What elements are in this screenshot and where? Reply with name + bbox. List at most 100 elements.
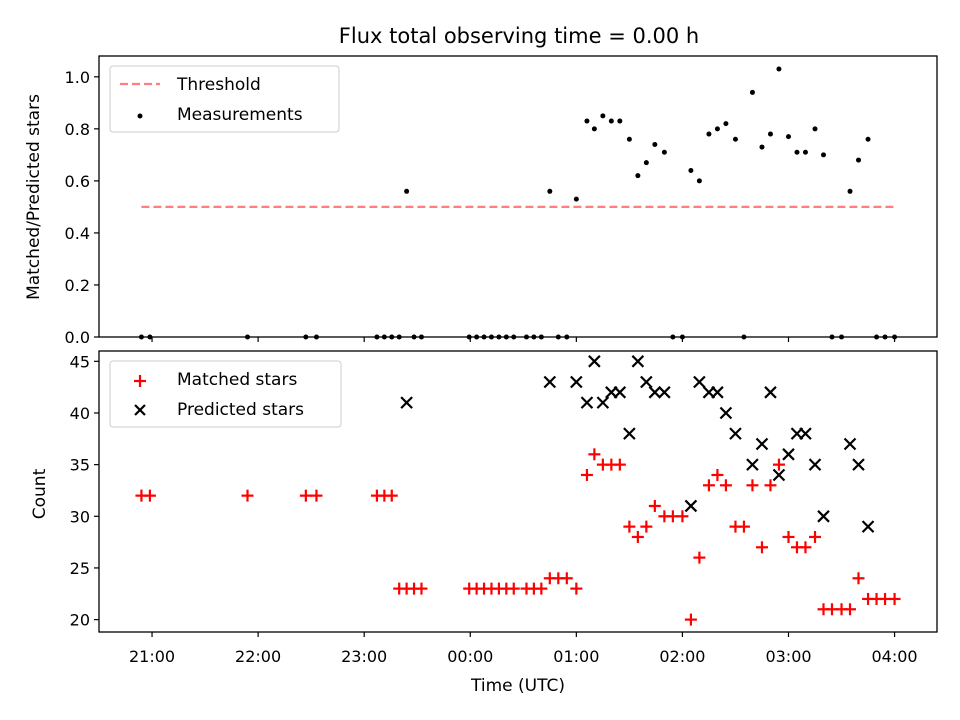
measurements-point [547, 188, 553, 194]
predicted-stars-point [843, 437, 857, 451]
legend-threshold-label: Threshold [176, 75, 261, 95]
matched-stars-point [782, 530, 795, 543]
x-tick-label: 02:00 [659, 647, 705, 666]
top-panel: 0.0 0.2 0.4 0.6 0.8 1.0 Matched/Predicted sta… [24, 55, 938, 347]
x-tick-label: 01:00 [553, 647, 599, 666]
matched-stars-point [310, 489, 323, 502]
top-y-tick-label: 0.2 [65, 276, 90, 295]
predicted-stars-point [861, 520, 875, 533]
measurements-point [591, 126, 597, 132]
x-tick-label: 21:00 [129, 647, 175, 666]
legend-predicted-label: Predicted stars [177, 400, 304, 420]
x-tick-label: 03:00 [765, 647, 811, 666]
x-axis-label: Time (UTC) [470, 676, 565, 696]
predicted-stars-point [746, 458, 759, 471]
legend-predicted-marker [134, 404, 146, 416]
legend-measurements-label: Measurements [177, 105, 303, 125]
measurements-point [688, 167, 694, 173]
matched-stars-point [799, 541, 812, 554]
measurements-point [608, 118, 614, 124]
measurements-point [643, 160, 649, 166]
measurements-point [723, 121, 729, 127]
predicted-stars-point [640, 375, 653, 389]
measurements-point [767, 131, 773, 137]
predicted-stars-point [658, 386, 671, 399]
bottom-y-tick-label: 25 [70, 559, 90, 578]
matched-stars-point [570, 582, 583, 595]
top-y-tick-label: 0.8 [65, 120, 90, 139]
measurements-point [617, 118, 623, 124]
bottom-y-axis-label: Count [30, 468, 50, 519]
measurements-point [865, 136, 871, 142]
predicted-stars-point [755, 437, 769, 451]
top-y-tick-label: 0.4 [65, 224, 90, 243]
measurements-point [404, 188, 410, 194]
matched-stars-point [711, 468, 724, 481]
matched-stars-point [755, 541, 768, 554]
matched-stars-point [535, 582, 548, 595]
legend-matched-label: Matched stars [177, 370, 297, 390]
predicted-stars-point [799, 427, 812, 440]
predicted-stars-point [631, 355, 645, 368]
measurements-point [573, 196, 579, 202]
bottom-panel: 20 25 30 35 40 45 21:00 22:00 23:00 00:00 01:00 02… [30, 350, 938, 696]
top-y-tick-label: 0.0 [65, 328, 90, 347]
bottom-axes-frame [98, 350, 938, 633]
matched-stars-point [507, 582, 520, 595]
measurements-point [706, 131, 712, 137]
measurements-point [661, 149, 667, 155]
matched-stars-point [143, 489, 156, 502]
matched-stars-point [385, 489, 398, 502]
measurements-point [652, 141, 658, 147]
matched-stars-point [640, 520, 653, 533]
matched-stars-point [684, 613, 697, 626]
bottom-y-tick-label: 40 [70, 404, 90, 423]
measurements-point [759, 144, 765, 150]
predicted-stars-point [588, 355, 601, 368]
x-tick-label: 00:00 [447, 647, 493, 666]
measurements-point [820, 152, 826, 158]
measurements-point [776, 66, 782, 72]
predicted-stars-point [711, 386, 724, 399]
measurements-point [785, 134, 791, 140]
x-tick-label: 22:00 [235, 647, 281, 666]
predicted-stars-point [400, 396, 413, 409]
bottom-y-tick-label: 30 [70, 507, 90, 526]
predicted-stars-point [580, 396, 594, 409]
measurements-point [635, 173, 641, 179]
legend-matched-marker [134, 375, 146, 387]
measurements-point [714, 126, 720, 132]
matched-stars-point [888, 592, 901, 605]
measurements-point [749, 89, 755, 95]
predicted-stars-point [817, 510, 830, 523]
matched-stars-point [241, 489, 254, 502]
x-tick-label: 04:00 [872, 647, 918, 666]
measurements-point [696, 178, 702, 184]
bottom-y-tick-label: 35 [70, 456, 90, 475]
predicted-stars-point [729, 427, 742, 440]
top-axes-frame [98, 55, 938, 338]
measurements-point [812, 126, 818, 132]
bottom-y-ticks: 20 25 30 35 40 45 [70, 352, 99, 630]
predicted-stars-point [782, 448, 795, 461]
legend-measurements-marker [137, 113, 143, 119]
matched-stars-point [560, 572, 573, 585]
predicted-stars-point [719, 406, 733, 420]
figure-title: Flux total observing time = 0.00 h [339, 24, 699, 48]
measurements-point [626, 136, 632, 142]
predicted-stars-point [772, 468, 786, 482]
measurements-point [732, 136, 738, 142]
matched-stars-point [580, 468, 593, 481]
bottom-y-tick-label: 45 [70, 352, 90, 371]
matched-stars-point [631, 530, 644, 543]
top-y-ticks: 0.0 0.2 0.4 0.6 0.8 1.0 [65, 68, 99, 347]
matched-stars-point [746, 479, 759, 492]
matched-stars-point [676, 510, 689, 523]
matched-stars-point [693, 551, 706, 564]
predicted-stars-point [596, 396, 610, 409]
predicted-stars-point [570, 375, 583, 389]
matched-stars-point [772, 458, 785, 471]
top-legend: Threshold Measurements [109, 65, 340, 133]
x-tick-label: 23:00 [341, 647, 387, 666]
